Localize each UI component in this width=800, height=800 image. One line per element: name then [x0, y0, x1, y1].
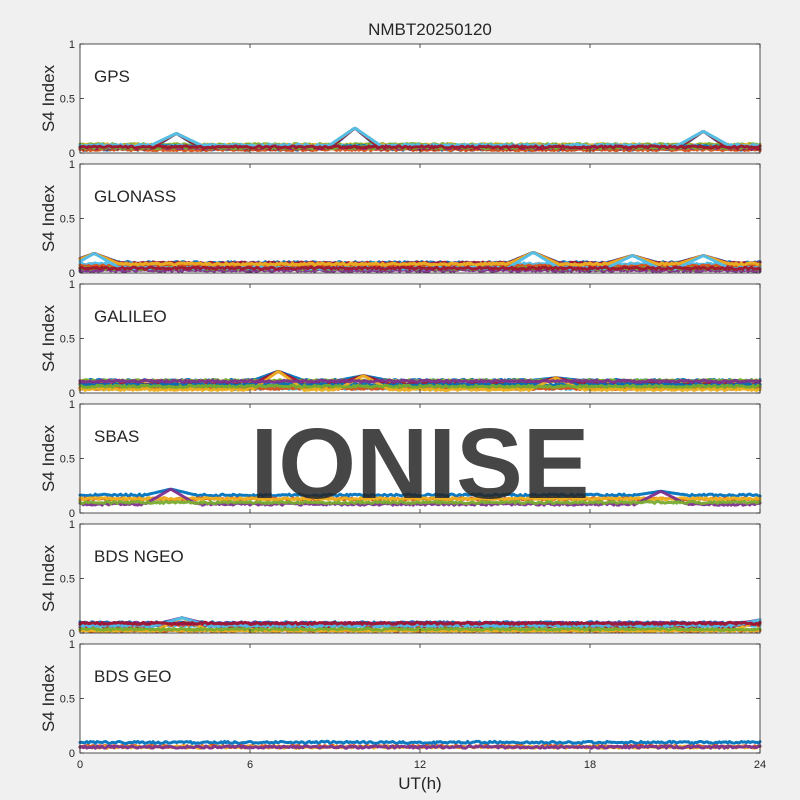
- y-tick-label: 0.5: [60, 574, 75, 586]
- y-tick-label: 0.5: [60, 334, 75, 346]
- series-line: [78, 620, 762, 626]
- series-line: [78, 251, 762, 267]
- y-axis-label: S4 Index: [39, 184, 58, 252]
- panel-plot-area: [80, 164, 760, 273]
- y-tick-label: 0.5: [60, 94, 75, 106]
- series-line: [78, 739, 762, 745]
- panel-plot-area: [80, 44, 760, 153]
- y-tick-label: 1: [69, 279, 75, 291]
- y-tick-label: 1: [69, 519, 75, 531]
- y-axis-label: S4 Index: [39, 304, 58, 372]
- panel-plot-area: [80, 644, 760, 753]
- y-tick-label: 0: [69, 148, 75, 160]
- panel-plot-area: [80, 524, 760, 633]
- y-tick-label: 0: [69, 508, 75, 520]
- y-tick-label: 0: [69, 388, 75, 400]
- panel-label: SBAS: [94, 427, 139, 446]
- x-tick-label: 18: [584, 759, 596, 771]
- series-line: [78, 383, 762, 389]
- x-axis-label: UT(h): [398, 774, 441, 793]
- figure-title: NMBT20250120: [368, 20, 492, 39]
- series-group: [78, 487, 762, 507]
- series-group: [78, 251, 762, 273]
- y-tick-label: 0: [69, 628, 75, 640]
- series-line: [78, 144, 762, 150]
- panel-plot-area: [80, 284, 760, 393]
- y-tick-label: 0: [69, 748, 75, 760]
- y-tick-label: 1: [69, 39, 75, 51]
- panel-label: BDS NGEO: [94, 547, 184, 566]
- watermark-text: IONISE: [251, 408, 590, 520]
- y-axis-label: S4 Index: [39, 424, 58, 492]
- series-group: [78, 369, 762, 392]
- y-axis-label: S4 Index: [39, 544, 58, 612]
- panel-2: 0 0.5 1 S4 Index GALILEO: [39, 279, 762, 400]
- y-axis-label: S4 Index: [39, 64, 58, 132]
- y-tick-label: 1: [69, 639, 75, 651]
- y-tick-label: 1: [69, 159, 75, 171]
- panels-group: 0 0.5 1 S4 Index GPS 0 0.5 1 S4 Index GLONASS 0 0.5…: [39, 39, 766, 771]
- y-tick-label: 0.5: [60, 694, 75, 706]
- y-tick-label: 1: [69, 399, 75, 411]
- x-tick-label: 12: [414, 759, 426, 771]
- panel-0: 0 0.5 1 S4 Index GPS: [39, 39, 762, 160]
- series-line: [78, 378, 762, 384]
- y-tick-label: 0: [69, 268, 75, 280]
- x-tick-label: 6: [247, 759, 253, 771]
- panel-label: GPS: [94, 67, 130, 86]
- series-line: [78, 265, 762, 271]
- x-tick-label: 24: [754, 759, 766, 771]
- panel-3: 0 0.5 1 S4 Index SBAS: [39, 399, 762, 520]
- panel-4: 0 0.5 1 S4 Index BDS NGEO: [39, 519, 762, 640]
- y-axis-label: S4 Index: [39, 664, 58, 732]
- panel-5: 0 6 12 18 24 0 0.5 1 S4 Index BDS GEO: [39, 639, 766, 771]
- series-line: [78, 744, 762, 750]
- x-tick-label: 0: [77, 759, 83, 771]
- series-line: [78, 499, 762, 506]
- y-tick-label: 0.5: [60, 214, 75, 226]
- panel-1: 0 0.5 1 S4 Index GLONASS: [39, 159, 762, 280]
- panel-label: GLONASS: [94, 187, 176, 206]
- series-line: [78, 487, 762, 498]
- panel-label: BDS GEO: [94, 667, 171, 686]
- panel-label: GALILEO: [94, 307, 167, 326]
- series-group: [78, 739, 762, 750]
- y-tick-label: 0.5: [60, 454, 75, 466]
